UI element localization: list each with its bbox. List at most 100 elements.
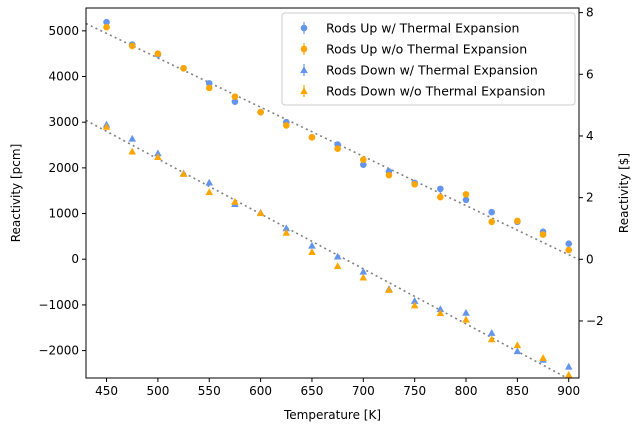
data-point [564,371,573,378]
legend-item-2: Rods Up w/o Thermal Expansion [300,42,527,57]
legend-item-3: Rods Down w/ Thermal Expansion [300,63,538,78]
data-point [462,191,470,198]
y-right-tick-label: 4 [586,129,594,143]
data-point [128,134,137,142]
data-point [488,208,495,216]
data-point [128,42,136,50]
legend-item-4: Rods Down w/o Thermal Expansion [300,84,545,99]
data-point [128,147,137,155]
data-point [564,362,573,370]
data-point [282,228,291,236]
x-tick-label: 500 [146,384,169,398]
data-point [360,161,367,168]
data-point [565,240,573,248]
data-point [462,308,470,316]
y-right-tick-label: 8 [586,6,594,20]
fit-line-2 [86,119,569,378]
data-point [179,170,188,177]
data-point [308,248,316,255]
data-point [180,64,187,72]
plot-frame [85,7,580,379]
data-point [436,309,445,317]
data-point [308,133,316,141]
data-point [514,217,521,225]
data-point [231,197,239,205]
series-4 [102,122,573,378]
legend-label: Rods Up w/o Thermal Expansion [326,42,527,57]
y-tick-label: 4000 [48,70,79,84]
data-point [437,193,444,201]
data-point [410,301,419,309]
data-point [462,196,470,204]
data-markers [102,18,573,378]
legend-marker [300,87,308,95]
axes: 450 500 550 600 650 700 750 800 850 900−2000−1000… [38,6,603,398]
x-tick-label: 700 [352,384,375,398]
data-point [256,209,265,217]
data-point [333,262,342,270]
data-point [205,80,213,87]
data-point [205,84,213,92]
data-point [360,156,367,163]
y-tick-label: 5000 [48,24,79,38]
data-point [539,354,547,361]
data-point [462,315,470,323]
data-point [385,171,393,179]
y-axis-right-label: Reactivity [$] [617,153,631,233]
x-axis-label: Temperature [K] [283,408,381,422]
data-point [154,153,162,160]
data-point [359,273,368,281]
data-point [410,297,419,304]
y-tick-label: 0 [71,252,79,266]
data-point [359,267,368,275]
x-tick-label: 450 [95,384,118,398]
y-right-tick-label: 2 [586,191,594,205]
fit-line-1 [86,22,579,261]
data-point [257,108,264,116]
data-point [231,93,239,100]
legend-label: Rods Down w/ Thermal Expansion [326,63,538,78]
data-point [539,231,547,238]
series-3 [102,120,573,370]
legend-marker [300,24,308,32]
legend-marker [300,66,308,74]
legend-marker [300,45,308,53]
x-tick-label: 800 [455,384,478,398]
data-point [436,305,445,313]
data-point [333,252,342,260]
legend-label: Rods Up w/ Thermal Expansion [326,21,519,36]
data-point [154,50,162,57]
data-point [437,185,444,193]
x-tick-label: 650 [301,384,324,398]
data-point [385,286,393,293]
fit-lines [86,22,579,378]
data-point [103,23,110,31]
data-point [154,149,162,157]
y-tick-label: −2000 [38,344,79,358]
data-point [487,335,496,343]
legend: Rods Up w/ Thermal Expansion Rods Up w/o … [281,12,576,106]
x-tick-label: 600 [249,384,272,398]
y-tick-label: 1000 [48,207,79,221]
data-point [513,347,522,355]
y-tick-label: 3000 [48,115,79,129]
legend-box [281,12,576,106]
data-point [565,246,573,254]
x-tick-label: 550 [198,384,221,398]
y-right-tick-label: −2 [586,314,604,328]
data-point [488,218,495,226]
data-point [308,241,316,249]
y-tick-label: 2000 [48,161,79,175]
data-point [103,18,110,26]
y-right-tick-label: 0 [586,252,594,266]
series-2 [103,23,573,254]
data-point [282,122,290,129]
y-right-tick-label: 6 [586,67,594,81]
data-point [411,181,418,188]
legend-item-1: Rods Up w/ Thermal Expansion [300,21,519,36]
data-point [334,145,341,152]
data-point [205,188,214,196]
x-tick-label: 750 [403,384,426,398]
